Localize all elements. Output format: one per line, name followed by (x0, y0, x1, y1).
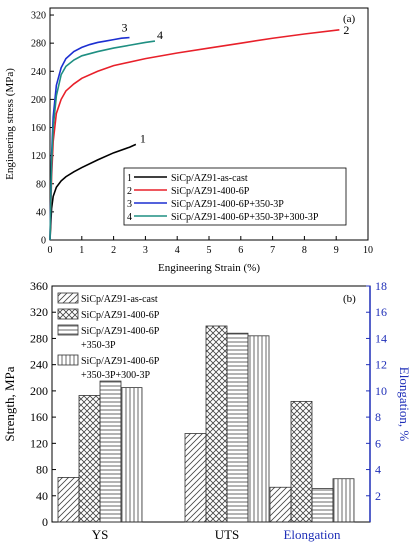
series-line-3 (49, 36, 130, 241)
panel-label-a: (a) (343, 13, 356, 25)
series-end-label-4: 4 (157, 28, 163, 42)
bar-elongation-1 (269, 486, 292, 523)
y2-tick-label-b: 16 (375, 305, 387, 319)
bar-ys-4 (120, 387, 143, 523)
y2-tick-label-b: 14 (375, 331, 387, 345)
y-tick-label-b: 320 (30, 305, 48, 319)
y-tick-label-a: 280 (31, 39, 46, 50)
bar-elongation-3 (311, 488, 334, 523)
bar-uts-4 (247, 335, 270, 523)
y2-axis-label-b: Elongation, % (397, 367, 412, 442)
x-axis-label-a: Engineering Strain (%) (158, 262, 260, 274)
y2-tick-label-b: 6 (375, 436, 381, 450)
legend-a: 1 SiCp/AZ91-as-cast 2 SiCp/AZ91-400-6P 3 SiCp… (123, 167, 347, 226)
x-tick-label-a: 3 (143, 245, 148, 256)
legend-swatch-b-3 (57, 324, 79, 336)
y2-tick-label-b: 2 (375, 489, 381, 503)
legend-swatch-b-2 (57, 308, 79, 320)
legend-number-3: 3 (127, 199, 132, 210)
y-tick-label-a: 200 (31, 95, 46, 106)
y2-tick-label-b: 12 (375, 358, 387, 372)
y-tick-label-b: 120 (30, 436, 48, 450)
category-label-uts: UTS (215, 527, 240, 542)
y-tick-label-b: 360 (30, 279, 48, 293)
legend-label-b-1: SiCp/AZ91-as-cast (81, 294, 158, 305)
y-tick-label-a: 120 (31, 151, 46, 162)
legend-label-b-4: SiCp/AZ91-400-6P (81, 356, 160, 367)
tensile-curves-chart: (a) Engineering Strain (%) Engineering s… (4, 7, 373, 274)
legend-swatch-b-1 (57, 292, 79, 304)
bar-ys-1 (57, 477, 80, 523)
legend-number-2: 2 (127, 186, 132, 197)
bar-uts-2 (205, 325, 228, 523)
y-tick-label-a: 0 (41, 236, 46, 247)
x-tick-label-a: 1 (79, 245, 84, 256)
y2-tick-label-b: 10 (375, 384, 387, 398)
bar-elongation-2 (290, 400, 313, 523)
series-end-label-3: 3 (122, 21, 128, 35)
series-end-label-2: 2 (343, 23, 349, 37)
y-tick-label-b: 200 (30, 384, 48, 398)
y-axis-label-a: Engineering stress (MPa) (4, 68, 16, 180)
legend-label-2: SiCp/AZ91-400-6P (171, 186, 250, 197)
series-line-2 (49, 28, 340, 241)
x-tick-label-a: 4 (175, 245, 180, 256)
y-tick-label-a: 240 (31, 67, 46, 78)
y2-tick-label-b: 4 (375, 463, 381, 477)
legend-label-1: SiCp/AZ91-as-cast (171, 173, 248, 184)
series-end-label-1: 1 (140, 131, 146, 145)
legend-label-b-3: SiCp/AZ91-400-6P (81, 326, 160, 337)
x-tick-label-a: 5 (207, 245, 212, 256)
bar-uts-1 (184, 433, 207, 523)
y-tick-label-b: 40 (36, 489, 48, 503)
bar-elongation-4 (332, 478, 355, 523)
strength-elongation-chart: (b) Strength, MPa Elongation, % YS UTS Elo… (2, 279, 412, 542)
y-tick-label-a: 160 (31, 123, 46, 134)
legend-number-4: 4 (127, 212, 132, 223)
category-label-ys: YS (92, 527, 109, 542)
legend-label-3: SiCp/AZ91-400-6P+350-3P (171, 199, 284, 210)
x-tick-label-a: 0 (48, 245, 53, 256)
legend-b: SiCp/AZ91-as-cast SiCp/AZ91-400-6P SiCp/AZ… (57, 292, 160, 381)
x-tick-label-a: 10 (363, 245, 373, 256)
panel-label-b: (b) (343, 293, 356, 305)
x-tick-label-a: 7 (270, 245, 275, 256)
series-line-4 (49, 40, 156, 241)
y-tick-label-b: 240 (30, 358, 48, 372)
legend-swatch-b-4 (57, 354, 79, 366)
y-tick-label-a: 80 (36, 179, 46, 190)
y-tick-label-a: 320 (31, 11, 46, 22)
y-axis-label-b: Strength, MPa (2, 366, 17, 441)
y-tick-label-a: 40 (36, 207, 46, 218)
category-label-elongation: Elongation (283, 527, 341, 542)
y2-tick-label-b: 8 (375, 410, 381, 424)
legend-label-b-2: SiCp/AZ91-400-6P (81, 310, 160, 321)
bar-ys-2 (78, 395, 101, 523)
bar-ys-3 (99, 380, 122, 523)
legend-label-4: SiCp/AZ91-400-6P+350-3P+300-3P (171, 212, 319, 223)
x-tick-label-a: 2 (111, 245, 116, 256)
y-tick-label-b: 160 (30, 410, 48, 424)
y-tick-label-b: 80 (36, 463, 48, 477)
legend-label-b-3: +350-3P (81, 340, 116, 351)
y2-tick-label-b: 18 (375, 279, 387, 293)
legend-label-b-4: +350-3P+300-3P (81, 370, 151, 381)
legend-number-1: 1 (127, 173, 132, 184)
bar-uts-3 (226, 332, 249, 523)
x-tick-label-a: 9 (334, 245, 339, 256)
series-line-1 (49, 143, 137, 241)
x-tick-label-a: 8 (302, 245, 307, 256)
x-tick-label-a: 6 (238, 245, 243, 256)
y-tick-label-b: 280 (30, 331, 48, 345)
y-tick-label-b: 0 (42, 515, 48, 529)
